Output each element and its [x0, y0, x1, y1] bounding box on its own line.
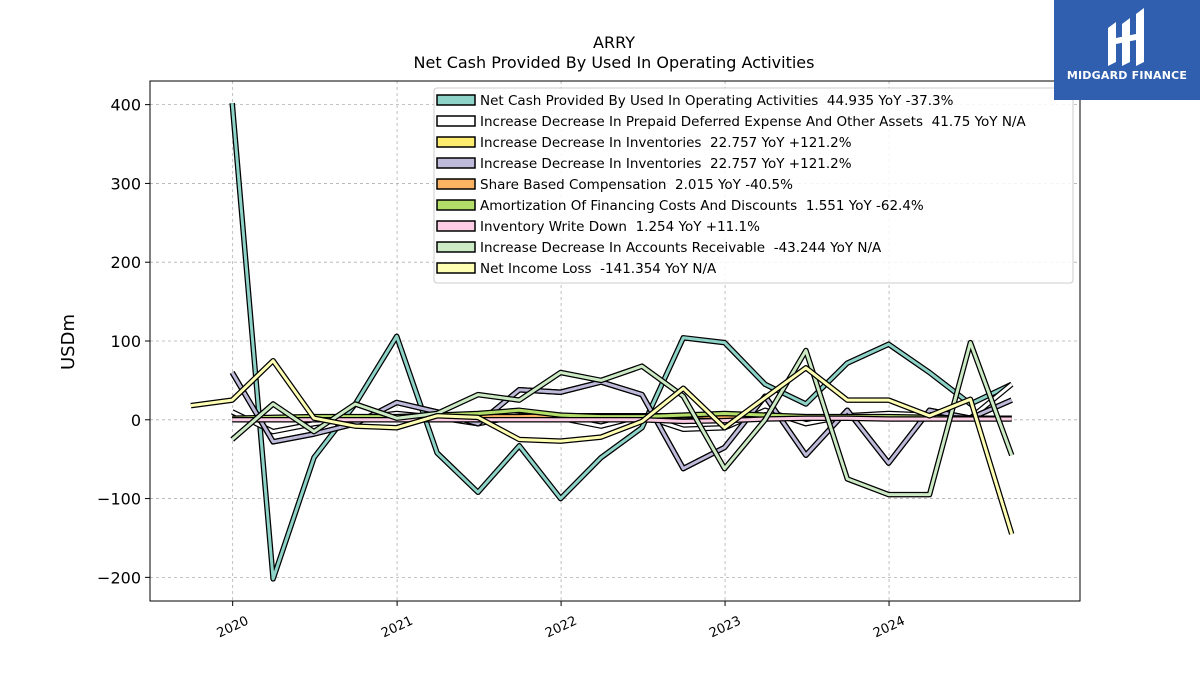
series-outline-8	[190, 357, 1015, 535]
legend-series-value: 22.757 YoY +121.2%	[710, 135, 852, 151]
legend-series-name: Net Cash Provided By Used In Operating A…	[480, 93, 818, 109]
y-tick-label: 0	[131, 411, 141, 430]
x-tick-label: 2023	[707, 614, 743, 642]
legend-series-value: 2.015 YoY -40.5%	[675, 177, 793, 193]
x-axis: 2020 2021 2022 2023 2024	[215, 601, 907, 642]
x-tick-label: 2022	[543, 614, 579, 642]
legend-swatch	[436, 94, 476, 106]
legend-series-value: 1.551 YoY -62.4%	[806, 198, 924, 214]
legend-entry: Share Based Compensation 2.015 YoY -40.5…	[480, 177, 793, 193]
legend-entry: Increase Decrease In Accounts Receivable…	[480, 240, 882, 256]
legend-series-value: -43.244 YoY N/A	[774, 240, 882, 256]
y-tick-label: 200	[110, 253, 141, 272]
legend-series-name: Share Based Compensation	[480, 177, 666, 193]
legend-series-name: Amortization Of Financing Costs And Disc…	[480, 198, 797, 214]
legend-series-value: 41.75 YoY N/A	[932, 114, 1027, 130]
legend-swatch	[436, 220, 476, 232]
y-axis-label: USDm	[58, 314, 79, 370]
y-axis: 400 300 200 100 0 −100 −200	[97, 96, 150, 587]
legend-series-name: Inventory Write Down	[480, 219, 627, 235]
legend-swatch	[436, 199, 476, 211]
legend-entry: Increase Decrease In Prepaid Deferred Ex…	[480, 114, 1026, 130]
legend-box	[433, 87, 1074, 284]
legend-swatch	[436, 136, 476, 148]
y-tick-label: 400	[110, 96, 141, 115]
legend-swatch	[436, 178, 476, 190]
legend-entry: Increase Decrease In Inventories 22.757 …	[480, 135, 852, 151]
legend: Net Cash Provided By Used In Operating A…	[433, 87, 1074, 284]
legend-series-name: Increase Decrease In Prepaid Deferred Ex…	[480, 114, 923, 130]
series-line-6	[232, 416, 1012, 423]
legend-series-value: -141.354 YoY N/A	[600, 261, 717, 277]
legend-entry: Inventory Write Down 1.254 YoY +11.1%	[480, 219, 760, 235]
chart-subtitle: Net Cash Provided By Used In Operating A…	[414, 53, 815, 72]
legend-series-name: Increase Decrease In Inventories	[480, 156, 701, 172]
y-tick-label: 300	[110, 174, 141, 193]
y-tick-label: −200	[97, 568, 141, 587]
legend-series-name: Increase Decrease In Inventories	[480, 135, 701, 151]
x-tick-label: 2020	[215, 614, 251, 642]
y-tick-label: 100	[110, 332, 141, 351]
legend-series-name: Increase Decrease In Accounts Receivable	[480, 240, 765, 256]
series-layer	[190, 102, 1015, 582]
x-tick-label: 2024	[871, 614, 907, 642]
y-tick-label: −100	[97, 490, 141, 509]
legend-series-value: 44.935 YoY -37.3%	[827, 93, 954, 109]
legend-entry: Net Cash Provided By Used In Operating A…	[480, 93, 954, 109]
legend-series-value: 22.757 YoY +121.2%	[710, 156, 852, 172]
midgard-logo-icon	[1108, 8, 1144, 66]
brand-name: MIDGARD FINANCE	[1066, 69, 1188, 82]
legend-entry: Net Income Loss -141.354 YoY N/A	[480, 261, 717, 277]
legend-entry: Amortization Of Financing Costs And Disc…	[480, 198, 924, 214]
legend-series-name: Net Income Loss	[480, 261, 592, 277]
legend-series-value: 1.254 YoY +11.1%	[636, 219, 761, 235]
x-tick-label: 2021	[379, 614, 415, 642]
legend-entry: Increase Decrease In Inventories 22.757 …	[480, 156, 852, 172]
legend-swatch	[436, 262, 476, 274]
brand-logo: MIDGARD FINANCE	[1054, 0, 1200, 100]
series-line-8	[190, 359, 1014, 535]
chart-title: ARRY	[593, 33, 635, 52]
series-line-7	[231, 341, 1014, 497]
series-line-0	[230, 102, 1013, 581]
legend-swatch	[436, 157, 476, 169]
legend-swatch	[436, 241, 476, 253]
legend-swatch	[436, 115, 476, 127]
